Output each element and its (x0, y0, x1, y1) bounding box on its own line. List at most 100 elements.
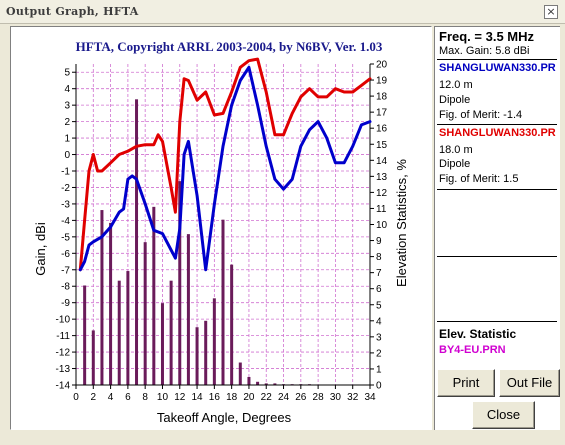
y2-tick-label: 7 (376, 268, 382, 279)
close-button[interactable]: Close (472, 401, 535, 429)
y-tick-label: -14 (56, 381, 71, 392)
y-tick-label: -11 (56, 331, 70, 342)
y-tick-label: -5 (61, 232, 70, 243)
elevation-bar (135, 99, 139, 385)
y-tick-label: 1 (64, 134, 70, 145)
elevation-bars (83, 99, 311, 385)
file2-type: Dipole (439, 158, 471, 170)
file1-height: 12.0 m (439, 79, 473, 91)
x-tick-label: 8 (142, 392, 148, 403)
x-tick-label: 10 (157, 392, 169, 403)
x-tick-label: 12 (174, 392, 186, 403)
graph-panel: HFTA, Copyright ARRL 2003-2004, by N6BV,… (10, 26, 432, 430)
file2-name: SHANGLUWAN330.PR (439, 127, 556, 139)
gain-series-line (78, 65, 372, 272)
file1-name: SHANGLUWAN330.PR (439, 62, 556, 74)
elevation-bar (91, 330, 95, 385)
y-tick-label: 2 (64, 117, 70, 128)
elevation-bar (238, 362, 242, 385)
y-tick-label: -4 (61, 216, 70, 227)
divider (437, 189, 557, 190)
max-gain-label: Max. Gain: 5.8 dBi (439, 45, 530, 57)
elevation-bar (256, 381, 260, 385)
y-tick-label: -3 (61, 199, 70, 210)
elevation-bar (160, 303, 164, 385)
x-tick-label: 16 (209, 392, 221, 403)
x-tick-label: 0 (73, 392, 79, 403)
x-tick-label: 14 (191, 392, 203, 403)
elevation-bar (273, 383, 277, 385)
elevation-bar (126, 271, 130, 385)
y-tick-label: 0 (64, 150, 70, 161)
divider (437, 124, 557, 125)
y2-tick-label: 5 (376, 300, 382, 311)
y2-tick-label: 10 (376, 220, 388, 231)
elevation-bar (212, 298, 216, 385)
elevation-bar (247, 376, 251, 385)
frequency-label: Freq. = 3.5 MHz (439, 29, 534, 44)
elevation-bar (178, 181, 182, 385)
elevation-bar (230, 264, 234, 385)
y2-tick-label: 14 (376, 156, 388, 167)
close-window-icon[interactable]: × (544, 5, 558, 19)
print-button[interactable]: Print (437, 369, 495, 397)
y2-tick-label: 4 (376, 316, 382, 327)
y2-tick-label: 3 (376, 332, 382, 343)
elevation-bar (109, 222, 113, 385)
graph-header: HFTA, Copyright ARRL 2003-2004, by N6BV,… (76, 39, 383, 54)
gain-curves (78, 57, 372, 272)
y2-tick-label: 2 (376, 348, 382, 359)
elevation-bar (221, 219, 225, 385)
y-tick-label: -9 (61, 298, 70, 309)
elevation-bar (143, 242, 147, 385)
y-right-axis-label: Elevation Statistics, % (394, 159, 409, 287)
elev-statistic-file: BY4-EU.PRN (439, 344, 506, 356)
elevation-bar (195, 327, 199, 385)
elevation-bar (152, 206, 156, 385)
divider (437, 256, 557, 257)
elevation-bar (264, 383, 268, 385)
x-tick-label: 30 (330, 392, 342, 403)
gain-series-line (78, 57, 372, 272)
y2-tick-label: 6 (376, 284, 382, 295)
x-tick-label: 22 (261, 392, 273, 403)
file2-fom: Fig. of Merit: 1.5 (439, 173, 519, 185)
y2-tick-label: 11 (376, 204, 387, 215)
x-tick-label: 18 (226, 392, 238, 403)
y2-tick-label: 9 (376, 236, 382, 247)
elevation-bar (204, 320, 208, 385)
elevation-bar (83, 285, 87, 385)
x-tick-label: 4 (108, 392, 114, 403)
elev-statistic-title: Elev. Statistic (439, 327, 517, 341)
x-tick-label: 20 (243, 392, 255, 403)
y-tick-label: -6 (61, 249, 70, 260)
y2-tick-label: 12 (376, 188, 388, 199)
x-axis-label: Takeoff Angle, Degrees (157, 410, 292, 425)
elevation-bar (117, 280, 121, 385)
y2-tick-label: 19 (376, 76, 388, 87)
elevation-bar (100, 210, 104, 385)
y2-tick-label: 1 (376, 364, 382, 375)
x-tick-label: 2 (91, 392, 97, 403)
output-graph: HFTA, Copyright ARRL 2003-2004, by N6BV,… (33, 39, 409, 425)
divider (437, 59, 557, 60)
y-tick-label: 4 (64, 84, 70, 95)
y2-tick-label: 13 (376, 172, 388, 183)
y2-tick-label: 18 (376, 92, 388, 103)
window-title: Output Graph, HFTA (6, 5, 139, 18)
y-tick-label: -8 (61, 282, 70, 293)
x-tick-label: 6 (125, 392, 131, 403)
out-file-button[interactable]: Out File (499, 369, 560, 397)
x-tick-label: 28 (313, 392, 325, 403)
info-panel: Freq. = 3.5 MHz Max. Gain: 5.8 dBi SHANG… (434, 26, 560, 430)
y2-tick-label: 16 (376, 124, 388, 135)
divider (437, 321, 557, 322)
file1-fom: Fig. of Merit: -1.4 (439, 109, 523, 121)
y-left-tick-labels: 5 4 3 2 1 0 -1 -2 -3 -4 -5 -6 -7 -8 -9 -10 -11 -12 -13 -14 (56, 68, 76, 392)
x-tick-label: 26 (295, 392, 307, 403)
y-tick-label: 5 (64, 68, 70, 79)
y2-tick-label: 0 (376, 381, 382, 392)
y-tick-label: -1 (61, 167, 70, 178)
x-tick-label: 34 (364, 392, 376, 403)
x-tick-labels: 0 2 4 6 8 10 12 14 16 18 20 22 24 26 28 30 32 34 (73, 385, 376, 403)
